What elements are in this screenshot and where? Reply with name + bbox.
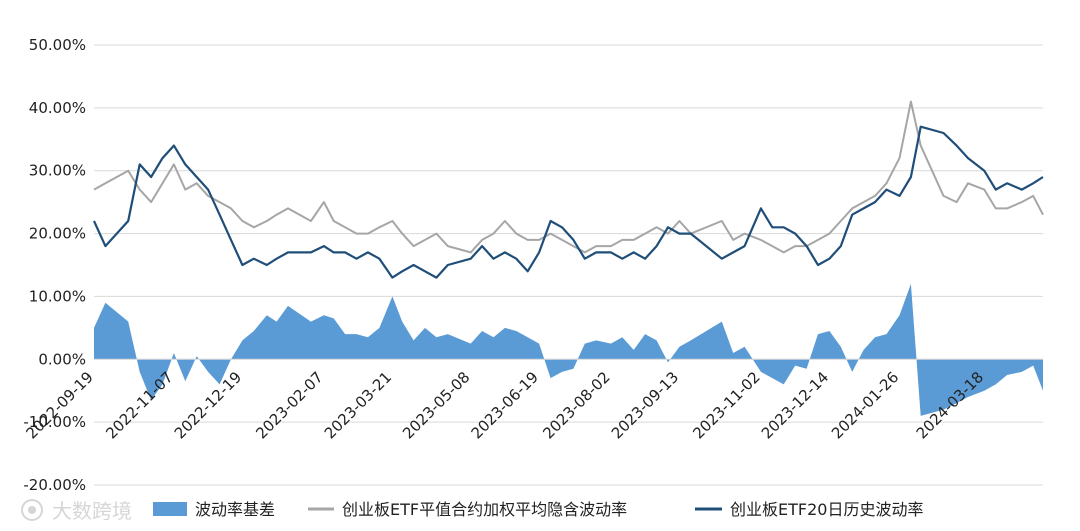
series-area-spread: [94, 283, 1043, 416]
x-tick-label: 2022-09-19: [22, 368, 96, 442]
y-tick-label: 50.00%: [29, 36, 86, 54]
x-tick-label: 2023-11-02: [689, 368, 763, 442]
x-tick-label: 2024-01-26: [828, 368, 902, 442]
logo-icon: [21, 499, 43, 521]
x-tick-label: 2023-06-19: [468, 368, 542, 442]
legend: 波动率基差 创业板ETF平值合约加权平均隐含波动率 创业板ETF20日历史波动率: [153, 500, 923, 519]
x-tick-label: 2023-02-07: [252, 368, 326, 442]
y-tick-label: -10.00%: [23, 413, 86, 431]
watermark: 大数跨境: [21, 499, 132, 523]
x-tick-label: 2023-12-14: [758, 368, 832, 442]
series-line-historical: [92, 125, 1044, 279]
series-layer: [92, 100, 1044, 416]
legend-label-spread: 波动率基差: [195, 500, 275, 519]
y-axis: 50.00% 40.00% 30.00% 20.00% 10.00% 0.00% -10.0…: [23, 36, 86, 494]
y-tick-label: 20.00%: [29, 225, 86, 243]
y-tick-label: 0.00%: [38, 350, 86, 368]
y-tick-label: 10.00%: [29, 287, 86, 305]
x-tick-label: 2023-09-13: [608, 368, 682, 442]
legend-label-implied: 创业板ETF平值合约加权平均隐含波动率: [342, 500, 627, 519]
x-tick-label: 2022-11-07: [102, 368, 176, 442]
x-tick-label: 2023-08-02: [539, 368, 613, 442]
series-line-implied: [93, 100, 1044, 254]
x-tick-label: 2022-12-19: [171, 368, 245, 442]
legend-label-historical: 创业板ETF20日历史波动率: [730, 500, 923, 519]
y-tick-label: 40.00%: [29, 99, 86, 117]
y-tick-label: -20.00%: [23, 476, 86, 494]
x-tick-label: 2023-03-21: [321, 368, 395, 442]
x-tick-label: 2023-05-08: [399, 368, 473, 442]
legend-swatch-spread: [153, 502, 187, 516]
y-tick-label: 30.00%: [29, 162, 86, 180]
watermark-text: 大数跨境: [52, 499, 132, 523]
